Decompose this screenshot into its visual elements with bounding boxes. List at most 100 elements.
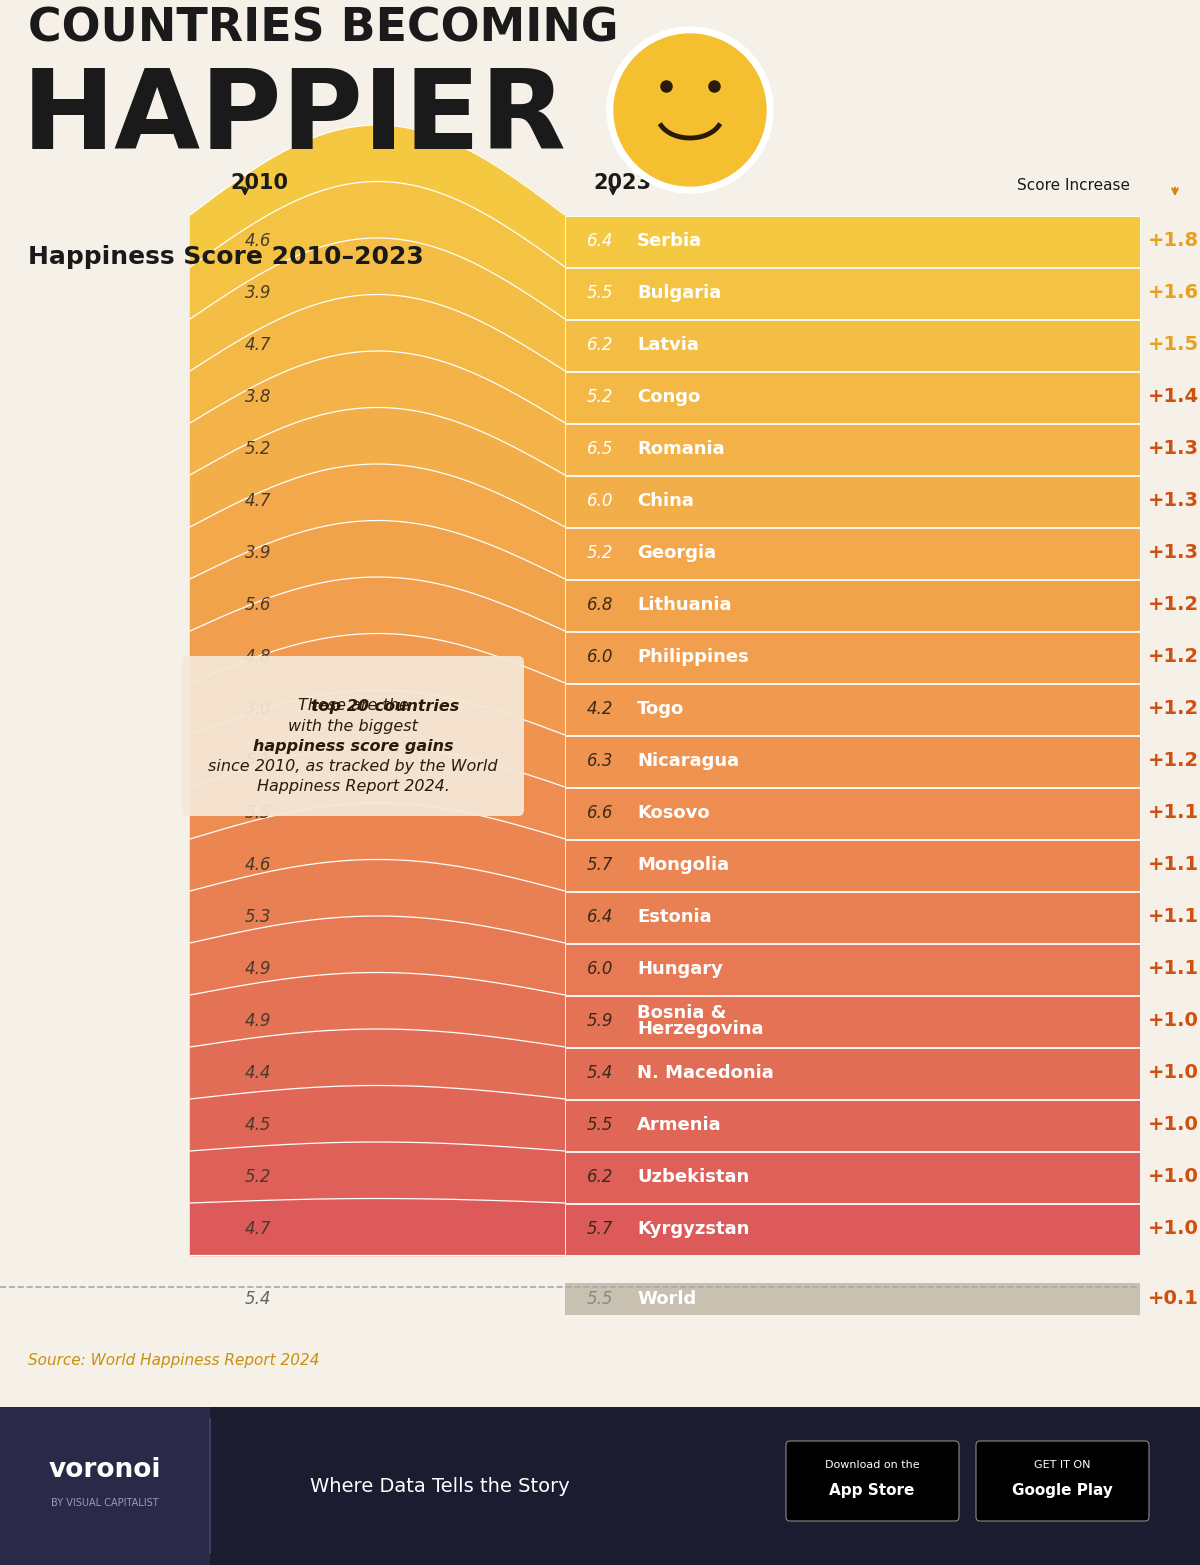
Bar — [565, 216, 1140, 268]
Text: 4.9: 4.9 — [245, 1013, 271, 1030]
Text: COUNTRIES BECOMING: COUNTRIES BECOMING — [28, 6, 618, 52]
Bar — [565, 424, 1140, 476]
Text: 4.7: 4.7 — [245, 336, 271, 354]
Text: +1.3: +1.3 — [1148, 543, 1199, 562]
Text: Lithuania: Lithuania — [637, 596, 732, 613]
Bar — [565, 319, 1140, 371]
Text: 4.7: 4.7 — [245, 491, 271, 510]
Text: +1.4: +1.4 — [1148, 388, 1199, 407]
Text: 4.5: 4.5 — [245, 1116, 271, 1135]
Text: Kyrgyzstan: Kyrgyzstan — [637, 1221, 749, 1238]
Text: Hungary: Hungary — [637, 959, 722, 978]
Text: +1.0: +1.0 — [1148, 1064, 1199, 1083]
Bar — [565, 892, 1140, 944]
Text: Estonia: Estonia — [637, 908, 712, 926]
Text: BY VISUAL CAPITALIST: BY VISUAL CAPITALIST — [52, 1498, 158, 1509]
Text: Score Increase: Score Increase — [1018, 178, 1130, 192]
Bar — [565, 1283, 1140, 1315]
Text: 6.3: 6.3 — [587, 753, 613, 770]
Bar — [565, 1152, 1140, 1203]
Text: 6.4: 6.4 — [587, 908, 613, 926]
Text: +1.1: +1.1 — [1148, 959, 1199, 978]
Text: 2010: 2010 — [230, 174, 288, 192]
FancyBboxPatch shape — [786, 1441, 959, 1521]
Text: 3.9: 3.9 — [245, 545, 271, 562]
Text: +1.3: +1.3 — [1148, 440, 1199, 459]
Text: 5.2: 5.2 — [245, 440, 271, 459]
Text: +1.2: +1.2 — [1148, 648, 1199, 667]
Text: 4.6: 4.6 — [245, 232, 271, 250]
Text: +1.3: +1.3 — [1148, 491, 1199, 510]
Text: +1.0: +1.0 — [1148, 1116, 1199, 1135]
Text: +1.6: +1.6 — [1148, 283, 1199, 302]
Bar — [565, 268, 1140, 319]
Text: Philippines: Philippines — [637, 648, 749, 667]
Text: These are the: These are the — [298, 698, 408, 714]
Text: 5.2: 5.2 — [587, 545, 613, 562]
Text: Georgia: Georgia — [637, 545, 716, 562]
Text: Where Data Tells the Story: Where Data Tells the Story — [310, 1476, 570, 1496]
Bar — [565, 527, 1140, 579]
Text: 5.6: 5.6 — [245, 596, 271, 613]
Text: Togo: Togo — [637, 700, 684, 718]
Bar — [565, 632, 1140, 682]
Text: voronoi: voronoi — [49, 1457, 161, 1484]
Text: +1.1: +1.1 — [1148, 908, 1199, 926]
Text: +1.0: +1.0 — [1148, 1219, 1199, 1238]
Text: +1.2: +1.2 — [1148, 596, 1199, 615]
Text: 6.2: 6.2 — [587, 1167, 613, 1186]
Bar — [0, 1407, 1200, 1565]
Text: Armenia: Armenia — [637, 1116, 721, 1135]
Text: Romania: Romania — [637, 440, 725, 459]
Bar — [565, 372, 1140, 423]
Text: Source: World Happiness Report 2024: Source: World Happiness Report 2024 — [28, 1352, 319, 1368]
Text: +1.2: +1.2 — [1148, 700, 1199, 718]
Text: Nicaragua: Nicaragua — [637, 753, 739, 770]
Text: happiness score gains: happiness score gains — [253, 739, 454, 753]
Text: 5.7: 5.7 — [587, 1221, 613, 1238]
FancyBboxPatch shape — [976, 1441, 1150, 1521]
Text: since 2010, as tracked by the World: since 2010, as tracked by the World — [209, 759, 498, 773]
FancyBboxPatch shape — [182, 656, 524, 815]
Text: 5.9: 5.9 — [587, 1013, 613, 1030]
Text: N. Macedonia: N. Macedonia — [637, 1064, 774, 1081]
Text: 6.0: 6.0 — [587, 648, 613, 667]
Text: 6.0: 6.0 — [587, 491, 613, 510]
Text: 4.4: 4.4 — [245, 1064, 271, 1081]
Bar — [565, 684, 1140, 736]
Bar — [565, 995, 1140, 1047]
Text: 5.4: 5.4 — [587, 1064, 613, 1081]
Text: 3.8: 3.8 — [245, 388, 271, 405]
Text: Uzbekistan: Uzbekistan — [637, 1167, 749, 1186]
Circle shape — [614, 34, 766, 186]
Bar — [565, 476, 1140, 527]
Text: 4.6: 4.6 — [245, 856, 271, 873]
Text: 6.0: 6.0 — [587, 959, 613, 978]
Text: Download on the: Download on the — [824, 1460, 919, 1470]
Text: Congo: Congo — [637, 388, 701, 405]
Text: 2023: 2023 — [593, 174, 650, 192]
Text: +1.8: +1.8 — [1148, 232, 1199, 250]
Text: 4.8: 4.8 — [245, 648, 271, 667]
Text: HAPPIER: HAPPIER — [22, 66, 566, 172]
Text: 5.5: 5.5 — [245, 804, 271, 822]
Text: 5.2: 5.2 — [587, 388, 613, 405]
Text: top 20 countries: top 20 countries — [311, 698, 460, 714]
Text: Google Play: Google Play — [1012, 1484, 1112, 1499]
Text: Kosovo: Kosovo — [637, 804, 709, 822]
Bar — [565, 736, 1140, 787]
Text: +1.1: +1.1 — [1148, 803, 1199, 823]
Bar — [565, 1203, 1140, 1255]
Text: Bosnia &: Bosnia & — [637, 1005, 726, 1022]
Text: 4.9: 4.9 — [245, 959, 271, 978]
Text: 6.6: 6.6 — [587, 804, 613, 822]
Bar — [565, 1049, 1140, 1099]
Text: Mongolia: Mongolia — [637, 856, 730, 873]
Text: +1.2: +1.2 — [1148, 751, 1199, 770]
Circle shape — [607, 27, 773, 192]
Bar — [0, 1407, 210, 1565]
Text: 5.5: 5.5 — [587, 283, 613, 302]
Text: App Store: App Store — [829, 1484, 914, 1499]
Text: 4.2: 4.2 — [587, 700, 613, 718]
Text: 5.5: 5.5 — [587, 1116, 613, 1135]
